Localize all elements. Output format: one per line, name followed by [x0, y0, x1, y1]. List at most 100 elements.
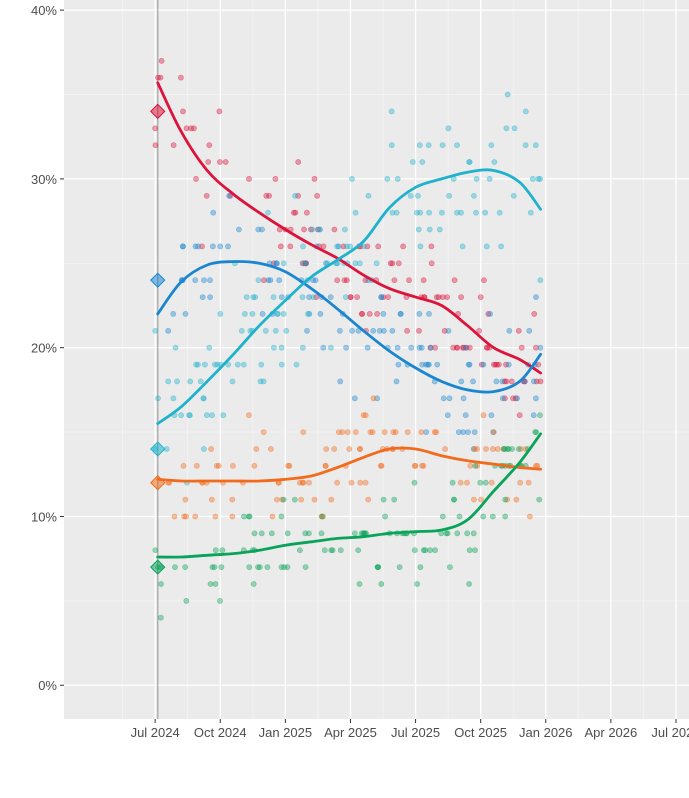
poll-point — [256, 564, 263, 570]
poll-point — [286, 462, 293, 469]
poll-point — [433, 429, 440, 435]
election-results — [150, 103, 166, 575]
poll-point — [262, 327, 269, 334]
poll-point — [299, 294, 306, 300]
poll-point — [298, 496, 305, 503]
poll-point — [351, 395, 358, 402]
poll-point — [305, 530, 312, 537]
y-tick-label: 20% — [31, 341, 57, 356]
poll-point — [501, 378, 508, 385]
poll-point — [425, 361, 432, 368]
poll-point — [407, 192, 414, 199]
y-tick-label: 40% — [31, 3, 57, 18]
poll-point — [503, 378, 510, 385]
poll-point — [533, 429, 539, 435]
poll-point — [506, 327, 513, 334]
poll-point — [477, 294, 484, 300]
poll-point — [172, 564, 178, 570]
x-tick-label: Jul 2024 — [131, 725, 180, 740]
poll-point — [419, 159, 426, 165]
poll-point — [500, 446, 507, 452]
poll-point — [537, 378, 544, 385]
poll-point — [408, 344, 415, 351]
poll-point — [287, 243, 294, 250]
poll-point — [305, 310, 311, 317]
poll-point — [378, 294, 385, 300]
poll-point — [212, 547, 219, 554]
poll-point — [183, 513, 189, 520]
poll-point — [509, 446, 515, 452]
poll-point — [510, 395, 516, 402]
poll-point — [311, 496, 318, 503]
poll-point — [200, 446, 207, 452]
poll-point — [245, 412, 252, 419]
poll-point — [183, 125, 190, 132]
poll-point — [440, 395, 447, 402]
poll-point — [470, 530, 477, 537]
poll-point — [365, 192, 372, 199]
poll-point — [446, 564, 453, 570]
poll-point — [300, 479, 307, 486]
poll-point — [381, 429, 388, 435]
poll-point — [306, 310, 313, 317]
poll-point — [243, 294, 250, 300]
poll-point — [456, 513, 463, 520]
poll-point — [494, 361, 500, 368]
poll-point — [216, 108, 223, 115]
poll-point — [318, 530, 325, 537]
poll-point — [321, 547, 328, 554]
poll-point — [420, 277, 427, 284]
poll-point — [209, 412, 215, 419]
poll-point — [356, 446, 363, 452]
poll-point — [427, 344, 434, 351]
poll-point — [213, 462, 220, 469]
poll-point — [514, 395, 520, 402]
poll-point — [304, 327, 310, 334]
poll-point — [238, 327, 245, 334]
poll-point — [320, 243, 327, 250]
poll-point — [470, 446, 477, 452]
poll-point — [535, 175, 542, 182]
poll-point — [462, 412, 469, 419]
poll-point — [396, 564, 403, 570]
poll-point — [182, 496, 189, 503]
poll-point — [471, 446, 478, 452]
poll-point — [206, 142, 213, 149]
poll-point — [212, 581, 219, 587]
poll-point — [318, 513, 325, 520]
poll-point — [424, 361, 431, 368]
poll-point — [472, 547, 478, 554]
poll-point — [352, 209, 359, 216]
poll-point — [229, 496, 236, 503]
y-tick-label: 10% — [31, 509, 57, 524]
poll-point — [466, 361, 473, 368]
poll-point — [335, 243, 342, 250]
poll-point — [439, 513, 446, 520]
poll-point — [281, 564, 288, 570]
poll-point — [493, 378, 500, 385]
poll-point — [182, 564, 189, 570]
poll-point — [426, 209, 432, 216]
poll-point — [299, 344, 306, 351]
poll-point — [203, 412, 210, 419]
poll-point — [152, 142, 159, 149]
poll-point — [278, 361, 285, 368]
poll-point — [334, 479, 340, 486]
poll-point — [416, 142, 423, 149]
poll-point — [472, 462, 479, 469]
poll-point — [273, 260, 280, 267]
poll-point — [251, 462, 258, 469]
poll-point — [369, 429, 376, 435]
poll-point — [527, 209, 534, 216]
poll-point — [458, 209, 464, 216]
poll-point — [158, 581, 164, 587]
poll-point — [280, 310, 287, 317]
poll-point — [337, 547, 344, 554]
poll-point — [250, 581, 257, 587]
poll-point — [537, 344, 544, 351]
poll-point — [314, 226, 321, 233]
poll-point — [526, 327, 533, 334]
poll-point — [512, 395, 519, 402]
poll-point — [513, 496, 520, 503]
poll-point — [260, 429, 267, 435]
